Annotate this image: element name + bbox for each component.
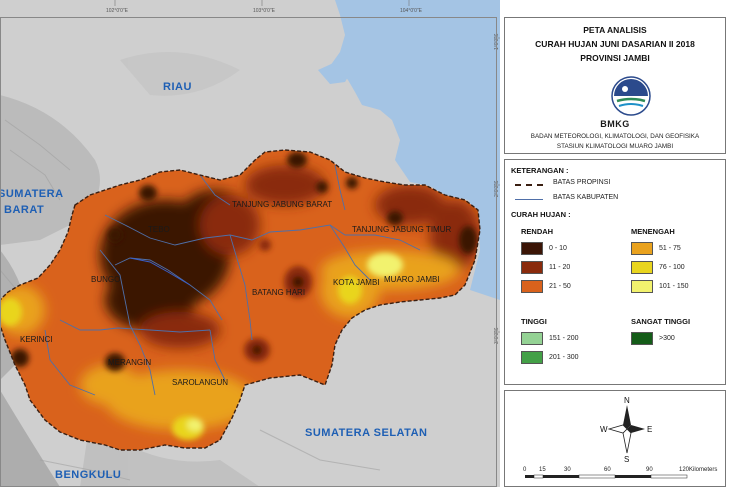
compass-s: S [624,455,629,464]
title-line-3: PROVINSI JAMBI [580,53,650,63]
sea-area [330,0,500,300]
swatch-201-300 [521,351,543,364]
swatch-11-20 [521,261,543,274]
north-arrow-icon [607,405,645,454]
coord-top-1: 102°0'0"E [106,8,129,14]
kabupaten-line-swatch [515,199,543,200]
agency-line-2: STASIUN KLIMATOLOGI MUARO JAMBI [556,143,674,150]
group-sangat-tinggi: SANGAT TINGGI [631,317,691,326]
label-sumbar-1: SUMATERA [0,188,64,200]
swatch-gt-300 [631,332,653,345]
coord-top-2: 103°0'0"E [253,8,276,14]
title-line-2: CURAH HUJAN JUNI DASARIAN II 2018 [535,39,695,49]
group-rendah: RENDAH [521,227,554,236]
scale-tick-30: 30 [564,467,571,473]
label-101-150: 101 - 150 [659,283,689,290]
label-kota-jambi: KOTA JAMBI [333,278,380,287]
swatch-101-150 [631,280,653,293]
label-201-300: 201 - 300 [549,354,579,361]
label-0-10: 0 - 10 [549,245,567,252]
bmkg-text: BMKG [600,119,630,129]
agency-line-1: BADAN METEOROLOGI, KLIMATOLOGI, DAN GEOF… [530,133,700,140]
swatch-151-200 [521,332,543,345]
label-merangin: MERANGIN [108,358,151,367]
north-arrow-scale: N S W E 0 15 30 60 90 120 Kilometers [523,396,717,479]
province-line-swatch [515,184,543,186]
label-sumsel: SUMATERA SELATAN [305,427,427,439]
label-gt-300: >300 [659,335,675,342]
swatch-0-10 [521,242,543,255]
label-kerinci: KERINCI [20,335,52,344]
north-scale-box: N S W E 0 15 30 60 90 120 Kilometers [504,390,726,487]
title-box: PETA ANALISIS CURAH HUJAN JUNI DASARIAN … [504,17,726,154]
label-11-20: 11 - 20 [549,264,571,271]
legend-batas-kabupaten: BATAS KABUPATEN [553,194,619,201]
bmkg-logo [611,76,651,121]
label-batanghari: BATANG HARI [252,288,305,297]
scale-tick-15: 15 [539,467,546,473]
group-tinggi: TINGGI [521,317,547,326]
legend-box: KETERANGAN : BATAS PROPINSI BATAS KABUPA… [504,159,726,385]
label-sarolangun: SAROLANGUN [172,378,228,387]
label-51-75: 51 - 75 [659,245,681,252]
scale-unit: Kilometers [689,467,717,473]
swatch-21-50 [521,280,543,293]
legend-heading: KETERANGAN : [511,166,569,175]
label-muaro-jambi: MUARO JAMBI [384,275,440,284]
label-bungo: BUNGO [91,275,120,284]
swatch-76-100 [631,261,653,274]
label-tanjabtim: TANJUNG JABUNG TIMUR [352,225,451,234]
compass-e: E [647,425,652,434]
scale-tick-120: 120 [679,467,690,473]
coord-top-3: 104°0'0"E [400,8,423,14]
title-line-1: PETA ANALISIS [583,25,647,35]
legend-curah-hujan: CURAH HUJAN : [511,210,571,219]
label-riau: RIAU [163,81,192,93]
label-tebo: TEBO [148,225,170,234]
group-menengah: MENENGAH [631,227,675,236]
label-sumbar-2: BARAT [4,204,44,216]
legend-panel: PETA ANALISIS CURAH HUJAN JUNI DASARIAN … [500,17,728,487]
label-21-50: 21 - 50 [549,283,571,290]
label-151-200: 151 - 200 [549,335,579,342]
scale-tick-60: 60 [604,467,611,473]
kabupaten-boundary-blue [129,257,191,286]
sea-channel [318,60,352,84]
swatch-51-75 [631,242,653,255]
scale-tick-90: 90 [646,467,653,473]
compass-w: W [600,425,608,434]
compass-n: N [624,396,630,405]
label-bengkulu: BENGKULU [55,469,121,481]
label-tanjabbar: TANJUNG JABUNG BARAT [232,200,332,209]
legend-batas-propinsi: BATAS PROPINSI [553,179,611,186]
rainfall-map[interactable]: RIAU SUMATERA BARAT SUMATERA SELATAN BEN… [0,0,500,487]
scale-bar [525,474,688,479]
scale-tick-0: 0 [523,467,527,473]
label-76-100: 76 - 100 [659,264,685,271]
